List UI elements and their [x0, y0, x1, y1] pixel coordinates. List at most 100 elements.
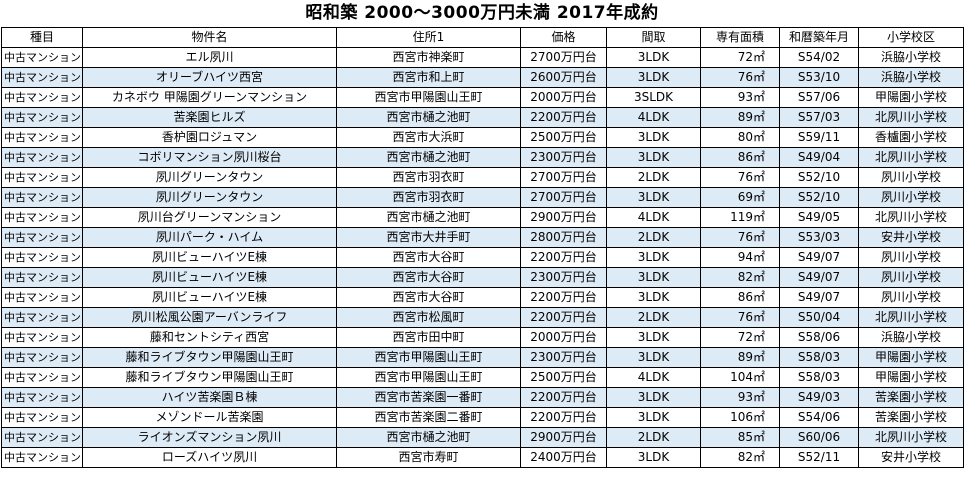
- cell-school[interactable]: 北夙川小学校: [858, 107, 964, 128]
- cell-school[interactable]: 浜脇小学校: [858, 67, 964, 88]
- cell-layout[interactable]: 3LDK: [606, 47, 701, 68]
- cell-built[interactable]: S58/03: [779, 367, 859, 388]
- cell-school[interactable]: 安井小学校: [858, 447, 964, 468]
- cell-price[interactable]: 2500万円台: [520, 367, 607, 388]
- cell-school[interactable]: 安井小学校: [858, 227, 964, 248]
- cell-area[interactable]: 76㎡: [700, 307, 780, 328]
- cell-property-name[interactable]: 夙川台グリーンマンション: [82, 207, 337, 228]
- cell-layout[interactable]: 4LDK: [606, 207, 701, 228]
- cell-layout[interactable]: 4LDK: [606, 367, 701, 388]
- column-header-school[interactable]: 小学校区: [858, 27, 964, 48]
- cell-property-name[interactable]: ローズハイツ夙川: [82, 447, 337, 468]
- cell-property-name[interactable]: 夙川グリーンタウン: [82, 167, 337, 188]
- cell-area[interactable]: 80㎡: [700, 127, 780, 148]
- cell-type[interactable]: 中古マンション: [1, 107, 83, 128]
- column-header-price[interactable]: 価格: [520, 27, 607, 48]
- cell-area[interactable]: 76㎡: [700, 67, 780, 88]
- cell-address[interactable]: 西宮市樋之池町: [336, 107, 521, 128]
- cell-built[interactable]: S59/11: [779, 127, 859, 148]
- cell-address[interactable]: 西宮市樋之池町: [336, 207, 521, 228]
- cell-school[interactable]: 北夙川小学校: [858, 207, 964, 228]
- cell-area[interactable]: 82㎡: [700, 447, 780, 468]
- cell-price[interactable]: 2200万円台: [520, 247, 607, 268]
- cell-built[interactable]: S49/07: [779, 287, 859, 308]
- column-header-address[interactable]: 住所1: [336, 27, 521, 48]
- cell-type[interactable]: 中古マンション: [1, 447, 83, 468]
- cell-area[interactable]: 82㎡: [700, 267, 780, 288]
- cell-area[interactable]: 86㎡: [700, 147, 780, 168]
- cell-property-name[interactable]: 夙川ビューハイツE棟: [82, 287, 337, 308]
- cell-price[interactable]: 2700万円台: [520, 187, 607, 208]
- cell-property-name[interactable]: 苦楽園ヒルズ: [82, 107, 337, 128]
- cell-layout[interactable]: 2LDK: [606, 227, 701, 248]
- cell-address[interactable]: 西宮市和上町: [336, 67, 521, 88]
- cell-school[interactable]: 甲陽園小学校: [858, 347, 964, 368]
- cell-address[interactable]: 西宮市羽衣町: [336, 167, 521, 188]
- cell-layout[interactable]: 2LDK: [606, 167, 701, 188]
- cell-property-name[interactable]: エル夙川: [82, 47, 337, 68]
- cell-type[interactable]: 中古マンション: [1, 367, 83, 388]
- cell-property-name[interactable]: 藤和ライブタウン甲陽園山王町: [82, 367, 337, 388]
- cell-price[interactable]: 2200万円台: [520, 387, 607, 408]
- cell-built[interactable]: S52/10: [779, 167, 859, 188]
- cell-type[interactable]: 中古マンション: [1, 267, 83, 288]
- cell-address[interactable]: 西宮市苦楽園一番町: [336, 387, 521, 408]
- cell-price[interactable]: 2200万円台: [520, 107, 607, 128]
- cell-area[interactable]: 69㎡: [700, 187, 780, 208]
- cell-area[interactable]: 119㎡: [700, 207, 780, 228]
- cell-layout[interactable]: 2LDK: [606, 427, 701, 448]
- cell-layout[interactable]: 3LDK: [606, 347, 701, 368]
- cell-layout[interactable]: 3LDK: [606, 247, 701, 268]
- cell-property-name[interactable]: 夙川パーク・ハイム: [82, 227, 337, 248]
- cell-price[interactable]: 2300万円台: [520, 347, 607, 368]
- cell-school[interactable]: 苦楽園小学校: [858, 407, 964, 428]
- cell-built[interactable]: S60/06: [779, 427, 859, 448]
- column-header-name[interactable]: 物件名: [82, 27, 337, 48]
- cell-price[interactable]: 2700万円台: [520, 47, 607, 68]
- cell-property-name[interactable]: 藤和セントシティ西宮: [82, 327, 337, 348]
- cell-layout[interactable]: 3LDK: [606, 67, 701, 88]
- cell-area[interactable]: 72㎡: [700, 47, 780, 68]
- cell-property-name[interactable]: オリーブハイツ西宮: [82, 67, 337, 88]
- column-header-layout[interactable]: 間取: [606, 27, 701, 48]
- cell-built[interactable]: S53/03: [779, 227, 859, 248]
- cell-type[interactable]: 中古マンション: [1, 127, 83, 148]
- cell-built[interactable]: S52/11: [779, 447, 859, 468]
- cell-address[interactable]: 西宮市神楽町: [336, 47, 521, 68]
- column-header-type[interactable]: 種目: [1, 27, 83, 48]
- cell-built[interactable]: S50/04: [779, 307, 859, 328]
- cell-school[interactable]: 浜脇小学校: [858, 47, 964, 68]
- cell-built[interactable]: S54/02: [779, 47, 859, 68]
- cell-price[interactable]: 2800万円台: [520, 227, 607, 248]
- cell-area[interactable]: 72㎡: [700, 327, 780, 348]
- cell-layout[interactable]: 3LDK: [606, 147, 701, 168]
- cell-type[interactable]: 中古マンション: [1, 87, 83, 108]
- cell-school[interactable]: 甲陽園小学校: [858, 367, 964, 388]
- cell-built[interactable]: S49/04: [779, 147, 859, 168]
- cell-layout[interactable]: 3LDK: [606, 267, 701, 288]
- cell-area[interactable]: 76㎡: [700, 167, 780, 188]
- cell-layout[interactable]: 4LDK: [606, 107, 701, 128]
- cell-address[interactable]: 西宮市大井手町: [336, 227, 521, 248]
- cell-area[interactable]: 86㎡: [700, 287, 780, 308]
- cell-address[interactable]: 西宮市樋之池町: [336, 147, 521, 168]
- cell-property-name[interactable]: コボリマンション夙川桜台: [82, 147, 337, 168]
- cell-price[interactable]: 2200万円台: [520, 407, 607, 428]
- cell-school[interactable]: 甲陽園小学校: [858, 87, 964, 108]
- cell-type[interactable]: 中古マンション: [1, 347, 83, 368]
- cell-school[interactable]: 北夙川小学校: [858, 307, 964, 328]
- cell-property-name[interactable]: ライオンズマンション夙川: [82, 427, 337, 448]
- cell-price[interactable]: 2300万円台: [520, 147, 607, 168]
- cell-built[interactable]: S53/10: [779, 67, 859, 88]
- cell-address[interactable]: 西宮市大谷町: [336, 287, 521, 308]
- cell-layout[interactable]: 3LDK: [606, 287, 701, 308]
- cell-address[interactable]: 西宮市松風町: [336, 307, 521, 328]
- cell-property-name[interactable]: カネボウ 甲陽園グリーンマンション: [82, 87, 337, 108]
- cell-property-name[interactable]: メゾンドール苦楽園: [82, 407, 337, 428]
- cell-type[interactable]: 中古マンション: [1, 47, 83, 68]
- cell-area[interactable]: 106㎡: [700, 407, 780, 428]
- cell-address[interactable]: 西宮市羽衣町: [336, 187, 521, 208]
- cell-address[interactable]: 西宮市甲陽園山王町: [336, 87, 521, 108]
- cell-address[interactable]: 西宮市苦楽園二番町: [336, 407, 521, 428]
- cell-area[interactable]: 89㎡: [700, 347, 780, 368]
